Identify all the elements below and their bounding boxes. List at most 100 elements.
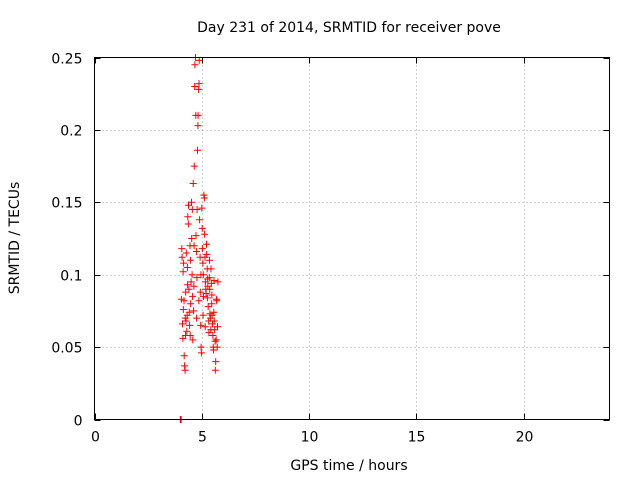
data-point: [198, 204, 206, 212]
data-point: [182, 288, 190, 296]
data-point: [203, 240, 210, 248]
data-point: [194, 122, 202, 130]
data-point: [188, 235, 196, 242]
data-point: [188, 198, 195, 206]
data-point: [201, 253, 209, 261]
data-point: [203, 294, 211, 302]
data-point: [190, 242, 198, 250]
data-point: [212, 336, 220, 344]
data-point: [205, 274, 213, 282]
axis-ticks: [94, 57, 610, 421]
data-point: [182, 249, 190, 257]
data-point: [210, 277, 218, 284]
data-point: [178, 245, 186, 253]
data-point: [190, 282, 198, 290]
data-point: [203, 250, 211, 258]
data-point: [185, 308, 193, 316]
data-point: [180, 259, 188, 267]
data-point: [196, 216, 204, 224]
y-tick-label: 0.25: [51, 52, 82, 68]
data-point: [211, 337, 219, 345]
data-point: [198, 245, 206, 253]
data-point: [200, 194, 208, 202]
data-point: [214, 323, 221, 331]
data-point: [186, 332, 194, 339]
data-point: [194, 111, 202, 119]
data-point: [201, 323, 209, 331]
data-point: [189, 180, 197, 187]
data-point: [213, 343, 221, 351]
data-point: [192, 248, 200, 255]
y-tick-label: 0: [74, 414, 83, 430]
x-axis-title: GPS time / hours: [290, 458, 407, 474]
data-point: [186, 256, 194, 264]
data-point: [207, 265, 215, 273]
x-tick-label: 5: [198, 430, 207, 446]
data-point: [210, 308, 218, 316]
data-point: [202, 290, 210, 297]
data-point: [212, 358, 220, 366]
y-tick-label: 0.15: [51, 196, 82, 212]
data-point: [189, 292, 197, 300]
data-point: [192, 232, 200, 240]
data-point: [197, 349, 205, 357]
y-tick-label: 0.2: [60, 124, 82, 140]
data-point: [180, 297, 188, 305]
y-tick-label: 0.1: [60, 269, 82, 285]
data-point: [195, 80, 203, 88]
x-tick-label: 0: [91, 430, 100, 446]
grid-lines: [94, 57, 610, 420]
data-point: [208, 311, 216, 319]
data-point: [185, 285, 193, 293]
data-point: [199, 311, 207, 319]
data-point: [206, 285, 214, 293]
data-point: [190, 307, 198, 315]
data-point: [197, 271, 205, 279]
data-point: [204, 303, 212, 311]
data-point: [188, 271, 196, 279]
data-point: [183, 327, 191, 335]
data-point: [209, 332, 217, 339]
data-point: [178, 253, 186, 261]
data-point: [191, 61, 199, 69]
data-point: [208, 291, 216, 299]
data-point: [199, 259, 207, 267]
y-axis-title: SRMTID / TECUs: [7, 182, 23, 295]
data-point: [193, 314, 201, 322]
data-point: [206, 314, 214, 322]
data-point: [184, 220, 192, 228]
data-point: [190, 162, 198, 170]
data-point: [209, 320, 216, 328]
x-tick-label: 20: [516, 430, 534, 446]
data-point: [187, 278, 195, 286]
data-point: [194, 146, 201, 154]
data-point: [186, 321, 194, 329]
data-point: [195, 297, 203, 305]
data-point: [191, 83, 199, 90]
x-tick-label: 15: [408, 430, 426, 446]
data-point: [195, 56, 203, 64]
data-point: [189, 336, 197, 344]
y-tick-labels: 0 0.05 0.1 0.15 0.2 0.25: [51, 52, 82, 430]
data-points: [176, 54, 222, 423]
data-point: [183, 264, 191, 271]
data-point: [201, 230, 209, 238]
data-point: [180, 352, 188, 360]
data-point: [214, 278, 222, 286]
data-point: [204, 275, 212, 283]
x-tick-label: 10: [301, 430, 319, 446]
y-tick-label: 0.05: [51, 341, 82, 357]
data-point: [213, 297, 221, 305]
data-point: [210, 346, 218, 354]
data-point: [184, 213, 192, 221]
data-point: [184, 281, 192, 289]
x-tick-labels: 0 5 10 15 20: [91, 430, 533, 446]
data-point: [197, 321, 205, 329]
data-point: [206, 256, 213, 264]
data-point: [211, 366, 219, 374]
data-point: [198, 224, 206, 232]
data-point: [179, 320, 186, 328]
data-point: [181, 366, 189, 374]
